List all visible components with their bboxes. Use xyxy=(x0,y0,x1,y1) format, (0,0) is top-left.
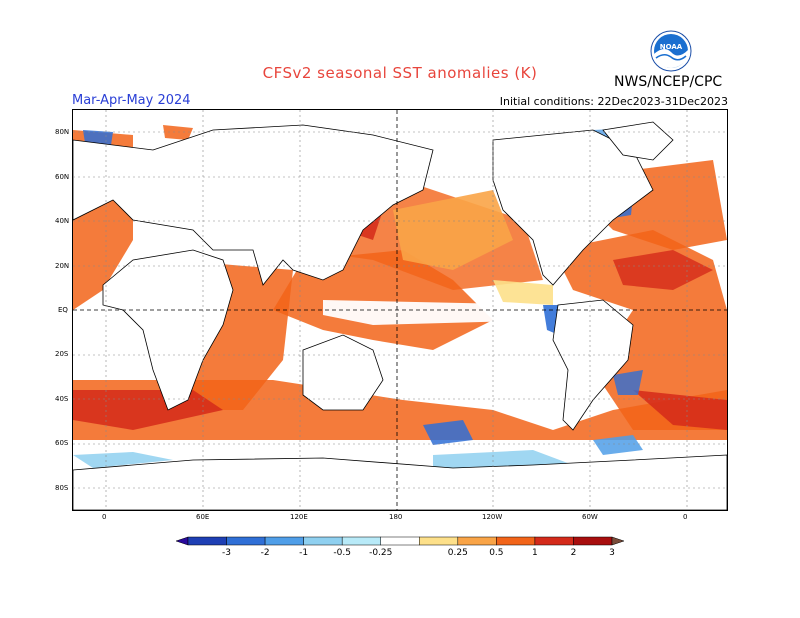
colorbar-tick-label: 3 xyxy=(609,548,615,558)
lon-label-60e: 60E xyxy=(196,513,210,521)
colorbar-swatch xyxy=(534,536,574,546)
colorbar-swatch xyxy=(341,536,381,546)
colorbar-tick-label: 0.25 xyxy=(448,548,468,558)
sst-anomaly-map xyxy=(72,109,728,511)
colorbar-arrow-high xyxy=(611,536,625,546)
initial-conditions-label: Initial conditions: 22Dec2023-31Dec2023 xyxy=(499,95,728,108)
colorbar-tick-label: 2 xyxy=(571,548,577,558)
colorbar-swatch xyxy=(264,536,304,546)
equator-dateline xyxy=(73,110,727,510)
noaa-logo-icon: NOAA xyxy=(650,30,692,72)
map-svg xyxy=(73,110,727,510)
agency-label: NWS/NCEP/CPC xyxy=(614,74,723,90)
colorbar-arrow-low xyxy=(175,536,189,546)
colorbar-swatch xyxy=(496,536,536,546)
lat-label-80n: 80N xyxy=(55,128,70,136)
lat-label-eq: EQ xyxy=(58,306,68,314)
colorbar-swatch xyxy=(226,536,266,546)
lat-label-60n: 60N xyxy=(55,173,70,181)
season-label: Mar-Apr-May 2024 xyxy=(72,93,191,108)
lon-label-180: 180 xyxy=(389,513,403,521)
colorbar-tick-label: -0.25 xyxy=(369,548,392,558)
noaa-logo-text: NOAA xyxy=(660,43,683,51)
lon-label-0-east: 0 xyxy=(683,513,688,521)
lon-label-120e: 120E xyxy=(290,513,308,521)
colorbar-tick-label: -1 xyxy=(299,548,308,558)
lat-label-20n: 20N xyxy=(55,262,70,270)
map-title: CFSv2 seasonal SST anomalies (K) xyxy=(262,64,538,82)
colorbar-tick-label: -2 xyxy=(261,548,270,558)
lat-label-40n: 40N xyxy=(55,217,70,225)
colorbar-swatch xyxy=(187,536,227,546)
lon-label-60w: 60W xyxy=(582,513,598,521)
lon-label-120w: 120W xyxy=(482,513,503,521)
colorbar-swatch xyxy=(303,536,343,546)
colorbar-swatch xyxy=(380,536,420,546)
colorbar-tick-label: -0.5 xyxy=(333,548,351,558)
lat-label-40s: 40S xyxy=(55,395,69,403)
lat-label-80s: 80S xyxy=(55,484,69,492)
colorbar-swatch xyxy=(573,536,613,546)
colorbar-swatch xyxy=(457,536,497,546)
colorbar-tick-label: 1 xyxy=(532,548,538,558)
continents xyxy=(73,121,727,510)
graticule xyxy=(73,110,727,510)
colorbar-tick-label: -3 xyxy=(222,548,231,558)
colorbar-tick-label: 0.5 xyxy=(489,548,503,558)
colorbar-swatch xyxy=(419,536,459,546)
lat-label-20s: 20S xyxy=(55,350,69,358)
lat-label-60s: 60S xyxy=(55,439,69,447)
lon-label-0: 0 xyxy=(102,513,107,521)
